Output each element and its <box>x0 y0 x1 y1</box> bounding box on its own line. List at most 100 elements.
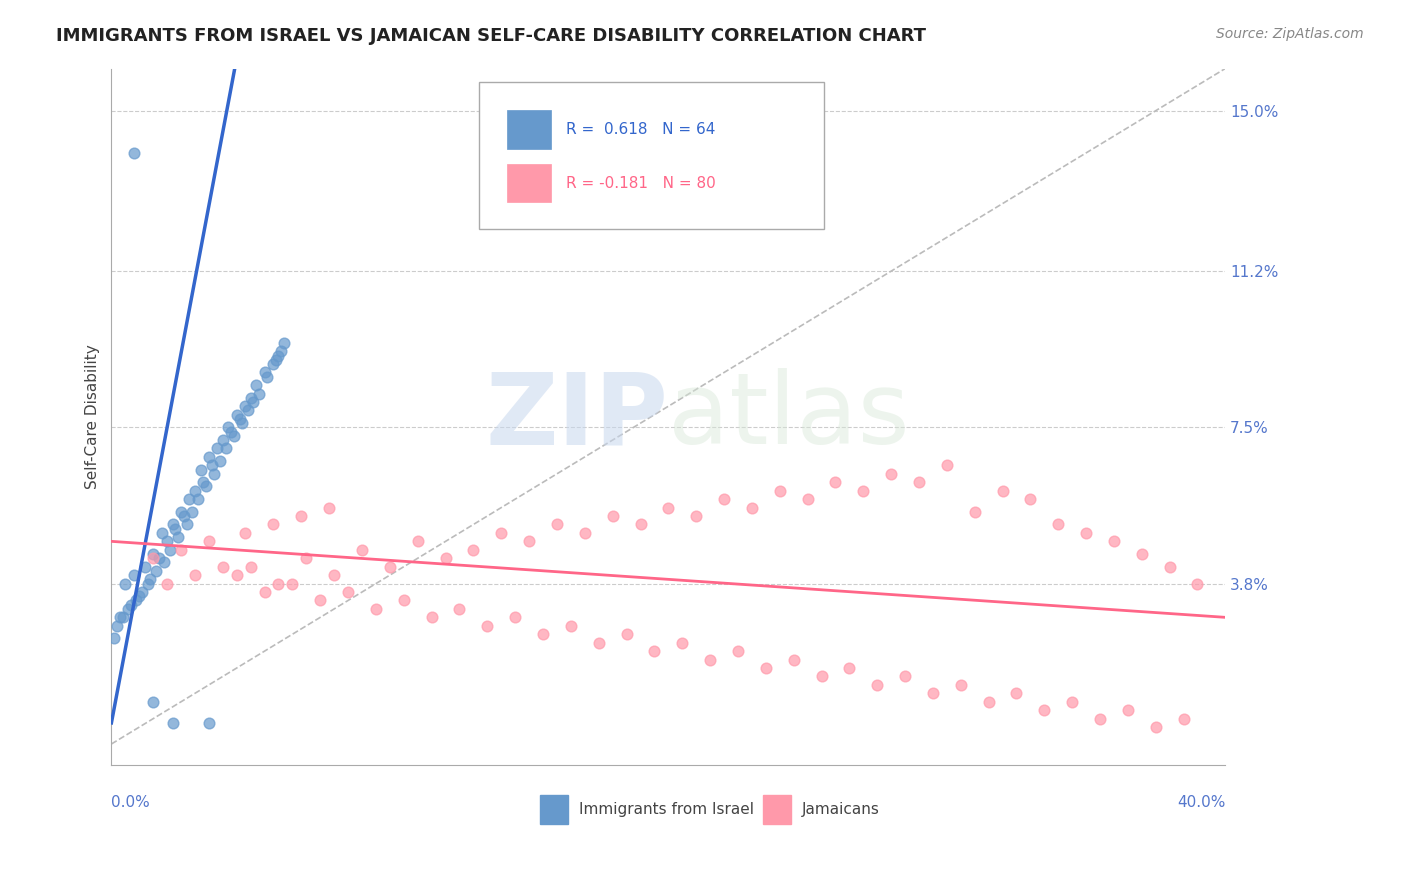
Y-axis label: Self-Care Disability: Self-Care Disability <box>86 344 100 489</box>
Point <box>713 492 735 507</box>
Point <box>219 425 242 439</box>
Point <box>290 508 312 523</box>
Point <box>434 551 457 566</box>
Point <box>337 585 360 599</box>
Point <box>108 610 131 624</box>
Point <box>242 395 264 409</box>
Bar <box>506 164 551 202</box>
Point <box>1144 720 1167 734</box>
Point <box>922 686 945 700</box>
Bar <box>540 795 568 824</box>
Point <box>207 442 229 456</box>
Point <box>239 559 262 574</box>
Point <box>350 542 373 557</box>
Point <box>1062 695 1084 709</box>
Point <box>1047 517 1070 532</box>
Point <box>1033 703 1056 717</box>
Point <box>222 429 245 443</box>
Point <box>233 525 256 540</box>
Point <box>824 475 846 490</box>
Point <box>208 454 231 468</box>
Point <box>392 593 415 607</box>
Point <box>156 576 179 591</box>
Point <box>134 559 156 574</box>
Point <box>253 585 276 599</box>
Point <box>262 357 284 371</box>
FancyBboxPatch shape <box>479 82 824 228</box>
Point <box>281 576 304 591</box>
Point <box>1005 686 1028 700</box>
Point <box>167 530 190 544</box>
Point <box>531 627 554 641</box>
Point <box>1173 712 1195 726</box>
Point <box>136 576 159 591</box>
Point <box>318 500 340 515</box>
Point <box>449 602 471 616</box>
Bar <box>506 111 551 149</box>
Point <box>1074 525 1097 540</box>
Point <box>977 695 1000 709</box>
Point <box>963 505 986 519</box>
Point <box>198 715 221 730</box>
Point <box>179 492 201 507</box>
Point <box>657 500 679 515</box>
Point <box>1088 712 1111 726</box>
Point <box>420 610 443 624</box>
Point <box>309 593 332 607</box>
Point <box>755 661 778 675</box>
Point <box>117 602 139 616</box>
Point <box>378 559 401 574</box>
Point <box>170 505 193 519</box>
Text: ZIP: ZIP <box>485 368 668 466</box>
Point <box>503 610 526 624</box>
Point <box>699 652 721 666</box>
Point <box>796 492 818 507</box>
Point <box>170 542 193 557</box>
Point <box>153 556 176 570</box>
Point <box>239 391 262 405</box>
Point <box>198 450 221 464</box>
Point <box>264 352 287 367</box>
Text: Immigrants from Israel: Immigrants from Israel <box>579 802 754 817</box>
Point <box>880 467 903 481</box>
Point <box>560 619 582 633</box>
Point <box>122 568 145 582</box>
Point <box>267 576 290 591</box>
Point <box>159 542 181 557</box>
Point <box>181 505 204 519</box>
Point <box>128 589 150 603</box>
Point <box>142 695 165 709</box>
Point <box>671 635 693 649</box>
Point <box>270 344 292 359</box>
Point <box>935 458 957 473</box>
Text: atlas: atlas <box>668 368 910 466</box>
Point <box>114 576 136 591</box>
Point <box>491 525 513 540</box>
Point <box>211 559 233 574</box>
Point <box>233 399 256 413</box>
Point <box>184 568 207 582</box>
Text: Jamaicans: Jamaicans <box>801 802 880 817</box>
Point <box>1102 534 1125 549</box>
Point <box>142 551 165 566</box>
Point <box>364 602 387 616</box>
Point <box>908 475 931 490</box>
Point <box>262 517 284 532</box>
Point <box>142 547 165 561</box>
Point <box>477 619 499 633</box>
Point <box>253 366 276 380</box>
Point <box>225 408 247 422</box>
Point <box>162 715 184 730</box>
Point <box>122 145 145 160</box>
Point <box>190 462 212 476</box>
Point <box>156 534 179 549</box>
Point <box>810 669 832 683</box>
Point <box>145 564 167 578</box>
Point <box>782 652 804 666</box>
Text: IMMIGRANTS FROM ISRAEL VS JAMAICAN SELF-CARE DISABILITY CORRELATION CHART: IMMIGRANTS FROM ISRAEL VS JAMAICAN SELF-… <box>56 27 927 45</box>
Point <box>838 661 860 675</box>
Point <box>165 522 187 536</box>
Point <box>173 508 195 523</box>
Point <box>111 610 134 624</box>
Text: R =  0.618   N = 64: R = 0.618 N = 64 <box>565 122 716 137</box>
